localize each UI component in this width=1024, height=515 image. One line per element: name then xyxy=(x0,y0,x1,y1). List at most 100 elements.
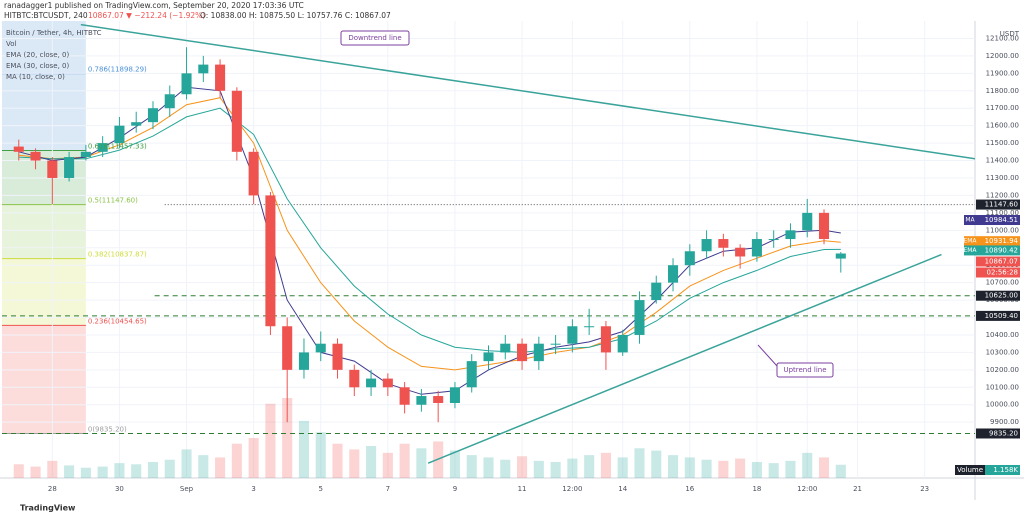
x-tick-label: 21 xyxy=(853,485,862,493)
price-tag-box xyxy=(964,245,976,256)
candle-body xyxy=(701,239,712,252)
candle-body xyxy=(131,122,142,126)
y-tick-label: 11300.00 xyxy=(986,174,1019,182)
volume-bar xyxy=(47,460,58,478)
price-label: 10890.42 xyxy=(985,246,1018,254)
candle-body xyxy=(416,396,427,405)
y-tick-label: 12000.00 xyxy=(986,52,1019,60)
candle-body xyxy=(600,326,611,353)
volume-bar xyxy=(80,467,91,478)
volume-bar xyxy=(282,398,293,478)
x-tick-label: 30 xyxy=(115,485,124,493)
candle-body xyxy=(617,334,628,353)
change: 10867.07 ▼ −212.24 (−1.92%) xyxy=(88,11,205,20)
x-tick-label: 23 xyxy=(920,485,929,493)
y-tick-label: 11900.00 xyxy=(986,69,1019,77)
volume-bar xyxy=(550,462,561,478)
volume-bar xyxy=(265,403,276,478)
candle-body xyxy=(634,300,645,335)
candle-body xyxy=(584,326,595,328)
y-tick-label: 10700.00 xyxy=(986,279,1019,287)
price-tag: MA xyxy=(965,217,975,224)
candle-body xyxy=(500,343,511,353)
candle-body xyxy=(449,387,460,403)
volume-bar xyxy=(248,438,259,478)
level-label: 11147.60 xyxy=(985,201,1018,209)
fib-label: 0.786(11898.29) xyxy=(88,66,147,74)
level-box xyxy=(976,310,1020,321)
candle-body xyxy=(265,195,276,327)
annotation: Downtrend line xyxy=(348,34,401,42)
trendline xyxy=(80,23,975,160)
candle-body xyxy=(231,90,242,152)
candle-body xyxy=(382,378,393,388)
y-tick-label: 11800.00 xyxy=(986,87,1019,95)
candle-body xyxy=(399,387,410,405)
volume-bar xyxy=(668,455,679,478)
candle-body xyxy=(466,361,477,388)
ohlc: O: 10838.00 H: 10875.50 L: 10757.76 C: 1… xyxy=(200,11,391,20)
volume-bar xyxy=(349,449,360,478)
volume-bar xyxy=(517,456,528,478)
candle-body xyxy=(366,378,377,388)
candle-body xyxy=(735,247,746,257)
candle-body xyxy=(47,160,58,178)
volume-bar xyxy=(131,464,142,478)
candle-body xyxy=(651,282,662,301)
price-label: 10867.07 xyxy=(985,257,1018,265)
candle-body xyxy=(332,343,343,370)
x-tick-label: 16 xyxy=(685,485,694,493)
x-tick-label: 9 xyxy=(453,485,457,493)
countdown-box xyxy=(976,267,1020,278)
y-tick-label: 10400.00 xyxy=(986,331,1019,339)
y-tick-label: 11400.00 xyxy=(986,157,1019,165)
level-label: 10625.00 xyxy=(985,292,1018,300)
volume-bar xyxy=(533,460,544,478)
y-tick-label: 12100.00 xyxy=(986,34,1019,42)
candle-body xyxy=(517,343,528,362)
fib-label: 0(9835.20) xyxy=(88,425,127,433)
volume-bar xyxy=(315,432,326,478)
fib-label: 0.5(11147.60) xyxy=(88,197,138,205)
volume-bar xyxy=(718,460,729,478)
volume-bar xyxy=(399,443,410,478)
volume-bar xyxy=(751,462,762,478)
volume-box xyxy=(985,465,1020,475)
level-label: 9835.20 xyxy=(989,429,1018,437)
candle-body xyxy=(835,253,846,259)
volume-bar xyxy=(701,459,712,478)
volume-tag: Volume xyxy=(957,466,983,474)
volume-bar xyxy=(382,452,393,478)
volume-bar xyxy=(97,466,108,478)
fib-zone xyxy=(2,21,86,74)
volume-bar xyxy=(584,455,595,478)
volume-bar xyxy=(735,458,746,478)
price-tag-box xyxy=(964,215,976,226)
volume-bar xyxy=(466,455,477,478)
volume-bar xyxy=(483,457,494,478)
y-tick-label: 9900.00 xyxy=(990,418,1019,426)
level-box xyxy=(976,199,1020,210)
candle-body xyxy=(30,151,41,161)
price-box xyxy=(976,245,1020,256)
legend-entry: EMA (30, close, 0) xyxy=(6,62,69,70)
volume-bar xyxy=(567,458,578,478)
trendline xyxy=(427,253,942,464)
fib-zone xyxy=(2,258,86,326)
candle-body xyxy=(315,343,326,353)
volume-bar xyxy=(298,420,309,478)
volume-bar xyxy=(600,452,611,478)
y-tick-label: 10000.00 xyxy=(986,401,1019,409)
x-tick-label: 12:00 xyxy=(562,485,582,493)
y-tick-label: 11200.00 xyxy=(986,191,1019,199)
volume-bar xyxy=(617,457,628,478)
volume-bar xyxy=(416,448,427,478)
candle-body xyxy=(550,343,561,345)
x-tick-label: 12:00 xyxy=(797,485,817,493)
annotation-box xyxy=(776,362,834,378)
candle-body xyxy=(483,352,494,362)
price-box xyxy=(976,215,1020,226)
currency: USDT xyxy=(1000,30,1020,38)
level-box xyxy=(976,290,1020,301)
